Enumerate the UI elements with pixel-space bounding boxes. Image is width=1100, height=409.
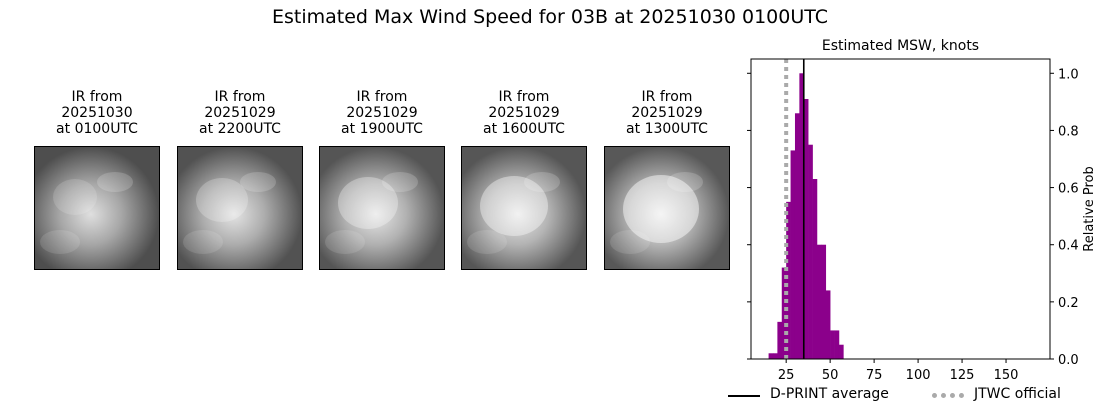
legend-swatch-jtwc — [932, 393, 964, 398]
ir-panel-title: IR from 20251030 at 0100UTC — [34, 89, 160, 137]
ir-panel: IR from 20251029 at 1300UTC — [604, 89, 730, 270]
x-tick-label: 125 — [950, 368, 975, 383]
x-tick-label: 150 — [994, 368, 1019, 383]
ir-panel-title: IR from 20251029 at 1300UTC — [604, 89, 730, 137]
y-tick-label: 1.0 — [1058, 67, 1079, 82]
ir-satellite-image — [319, 146, 445, 270]
y-tick-label: 0.0 — [1058, 353, 1079, 368]
ir-panel-title-line: IR from — [214, 89, 266, 105]
ir-panel: IR from 20251029 at 1600UTC — [461, 89, 587, 270]
ir-panel-title-line: 20251029 — [488, 105, 560, 121]
histogram-bar — [777, 321, 783, 359]
histogram-bar — [825, 290, 831, 359]
ir-panel-title: IR from 20251029 at 1600UTC — [461, 89, 587, 137]
legend-swatch-dprint — [728, 395, 760, 397]
histogram-bar — [830, 330, 835, 359]
chart-title: Estimated MSW, knots — [822, 38, 979, 54]
ir-panel-title-line: IR from — [641, 89, 693, 105]
histogram-bar — [794, 113, 800, 360]
x-tick-label: 75 — [866, 368, 883, 383]
histogram-bar — [799, 73, 805, 360]
legend-label-jtwc: JTWC official — [974, 386, 1061, 402]
ir-satellite-image — [34, 146, 160, 270]
ir-panel-title: IR from 20251029 at 2200UTC — [177, 89, 303, 137]
histogram-bar — [768, 353, 774, 359]
ir-panel-title-line: at 1600UTC — [483, 121, 565, 137]
histogram-bar — [781, 267, 787, 359]
histogram-bar — [812, 179, 818, 359]
histogram-bar — [834, 330, 840, 359]
histogram-bar — [790, 150, 796, 359]
ir-panel: IR from 20251029 at 1900UTC — [319, 89, 445, 270]
ir-panel-title: IR from 20251029 at 1900UTC — [319, 89, 445, 137]
histogram-bar — [816, 244, 822, 359]
histogram-bar — [838, 344, 844, 359]
ir-panel-title-line: IR from — [498, 89, 550, 105]
y-axis-label: Relative Prob — [1082, 166, 1097, 251]
histogram-bar — [803, 99, 809, 359]
ir-panel-title-line: at 2200UTC — [199, 121, 281, 137]
ir-panel-title-line: 20251029 — [631, 105, 703, 121]
y-tick-label: 0.8 — [1058, 124, 1079, 139]
histogram-bar — [808, 144, 813, 359]
legend-label-dprint: D-PRINT average — [770, 386, 889, 402]
plot-frame — [750, 58, 1051, 360]
ir-panel: IR from 20251030 at 0100UTC — [34, 89, 160, 270]
ir-satellite-image — [177, 146, 303, 270]
ir-panel: IR from 20251029 at 2200UTC — [177, 89, 303, 270]
ir-panel-title-line: 20251029 — [346, 105, 418, 121]
histogram-bar — [821, 244, 827, 359]
histogram-bar — [772, 353, 778, 359]
ir-panel-title-line: 20251029 — [204, 105, 276, 121]
y-tick-label: 0.2 — [1058, 296, 1079, 311]
ir-panel-title-line: at 1900UTC — [341, 121, 423, 137]
ir-satellite-image — [461, 146, 587, 270]
y-tick-label: 0.4 — [1058, 239, 1079, 254]
y-tick-label: 0.6 — [1058, 182, 1079, 197]
x-tick-label: 25 — [778, 368, 795, 383]
ir-panel-title-line: at 0100UTC — [56, 121, 138, 137]
ir-panel-title-line: IR from — [356, 89, 408, 105]
ir-panel-title-line: at 1300UTC — [626, 121, 708, 137]
x-tick-label: 50 — [822, 368, 839, 383]
figure-title: Estimated Max Wind Speed for 03B at 2025… — [271, 6, 829, 28]
x-tick-label: 100 — [906, 368, 931, 383]
ir-satellite-image — [604, 146, 730, 270]
ir-panel-title-line: IR from — [71, 89, 123, 105]
ir-panel-title-line: 20251030 — [61, 105, 133, 121]
histogram-bar — [786, 201, 791, 359]
